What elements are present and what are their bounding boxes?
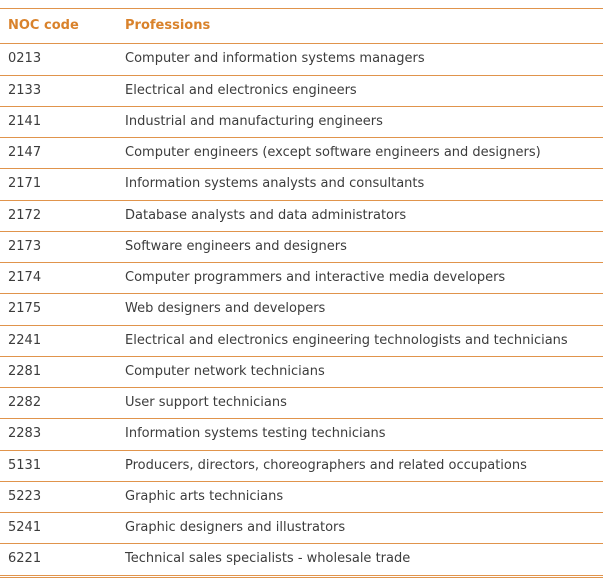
noc-code-cell: 2141 [8,113,42,129]
profession-cell: Computer network technicians [125,363,325,379]
noc-code-cell: 2175 [8,301,42,317]
table-row: 2171 Information systems analysts and con… [0,169,603,200]
table-row: 2133 Electrical and electronics engineers [0,75,603,107]
profession-cell: Information systems analysts and consult… [125,176,425,192]
profession-cell: Electrical and electronics engineers [125,82,357,98]
noc-code-cell: 2281 [8,363,42,379]
noc-code-cell: 2171 [8,176,42,192]
profession-cell: Web designers and developers [125,301,326,317]
table-row: 2282 User support technicians [0,388,603,419]
table-row: 2175 Web designers and developers [0,294,603,325]
noc-code-cell: 2147 [8,145,42,160]
table-row: 2281 Computer network technicians [0,356,603,388]
noc-code-cell: 2173 [8,238,42,254]
profession-cell: Software engineers and designers [125,238,347,254]
column-header-noc-code: NOC code [8,18,79,33]
profession-cell: Information systems testing technicians [125,426,386,442]
profession-cell: Electrical and electronics engineering t… [125,332,568,348]
table-row: 5241 Graphic designers and illustrators [0,513,603,544]
profession-cell: Graphic arts technicians [125,488,284,504]
table-row: 2172 Database analysts and data administr… [0,200,603,232]
profession-cell: Graphic designers and illustrators [125,520,346,535]
profession-cell: Computer programmers and interactive med… [125,270,506,285]
profession-cell: Technical sales specialists - wholesale … [125,551,411,567]
profession-cell: User support technicians [125,395,287,410]
table-row: 2173 Software engineers and designers [0,231,603,263]
table-row: 6221 Technical sales specialists - wholes… [0,544,603,576]
profession-cell: Computer and information systems manager… [125,51,425,67]
profession-cell: Computer engineers (except software engi… [125,145,541,160]
profession-cell: Database analysts and data administrator… [125,207,407,223]
profession-cell: Producers, directors, choreographers and… [125,457,527,473]
header-row: NOC code Professions [0,9,603,44]
noc-code-cell: 5241 [8,520,42,535]
table-row: 2241 Electrical and electronics engineeri… [0,325,603,357]
noc-professions-table: NOC code Professions 0213 Computer and in… [0,8,603,578]
noc-code-cell: 2174 [8,270,42,285]
profession-cell: Industrial and manufacturing engineers [125,113,383,129]
noc-code-cell: 6221 [8,551,42,567]
table-row: 2283 Information systems testing technici… [0,419,603,450]
noc-code-cell: 0213 [8,51,42,67]
table-row: 5131 Producers, directors, choreographers… [0,450,603,482]
noc-code-cell: 2133 [8,82,42,98]
table-row: 2141 Industrial and manufacturing enginee… [0,106,603,138]
table-row: 0213 Computer and information systems man… [0,44,603,75]
noc-code-cell: 5131 [8,457,42,473]
noc-code-cell: 2282 [8,395,42,410]
noc-code-cell: 5223 [8,488,42,504]
noc-code-cell: 2241 [8,332,42,348]
table-row: 2174 Computer programmers and interactive… [0,263,603,294]
noc-code-cell: 2172 [8,207,42,223]
table-row: 5223 Graphic arts technicians [0,481,603,513]
table-row: 2147 Computer engineers (except software … [0,138,603,169]
table-body: 0213 Computer and information systems man… [0,44,603,576]
column-header-professions: Professions [125,18,211,33]
noc-code-cell: 2283 [8,426,42,442]
table-header: NOC code Professions [0,9,603,44]
